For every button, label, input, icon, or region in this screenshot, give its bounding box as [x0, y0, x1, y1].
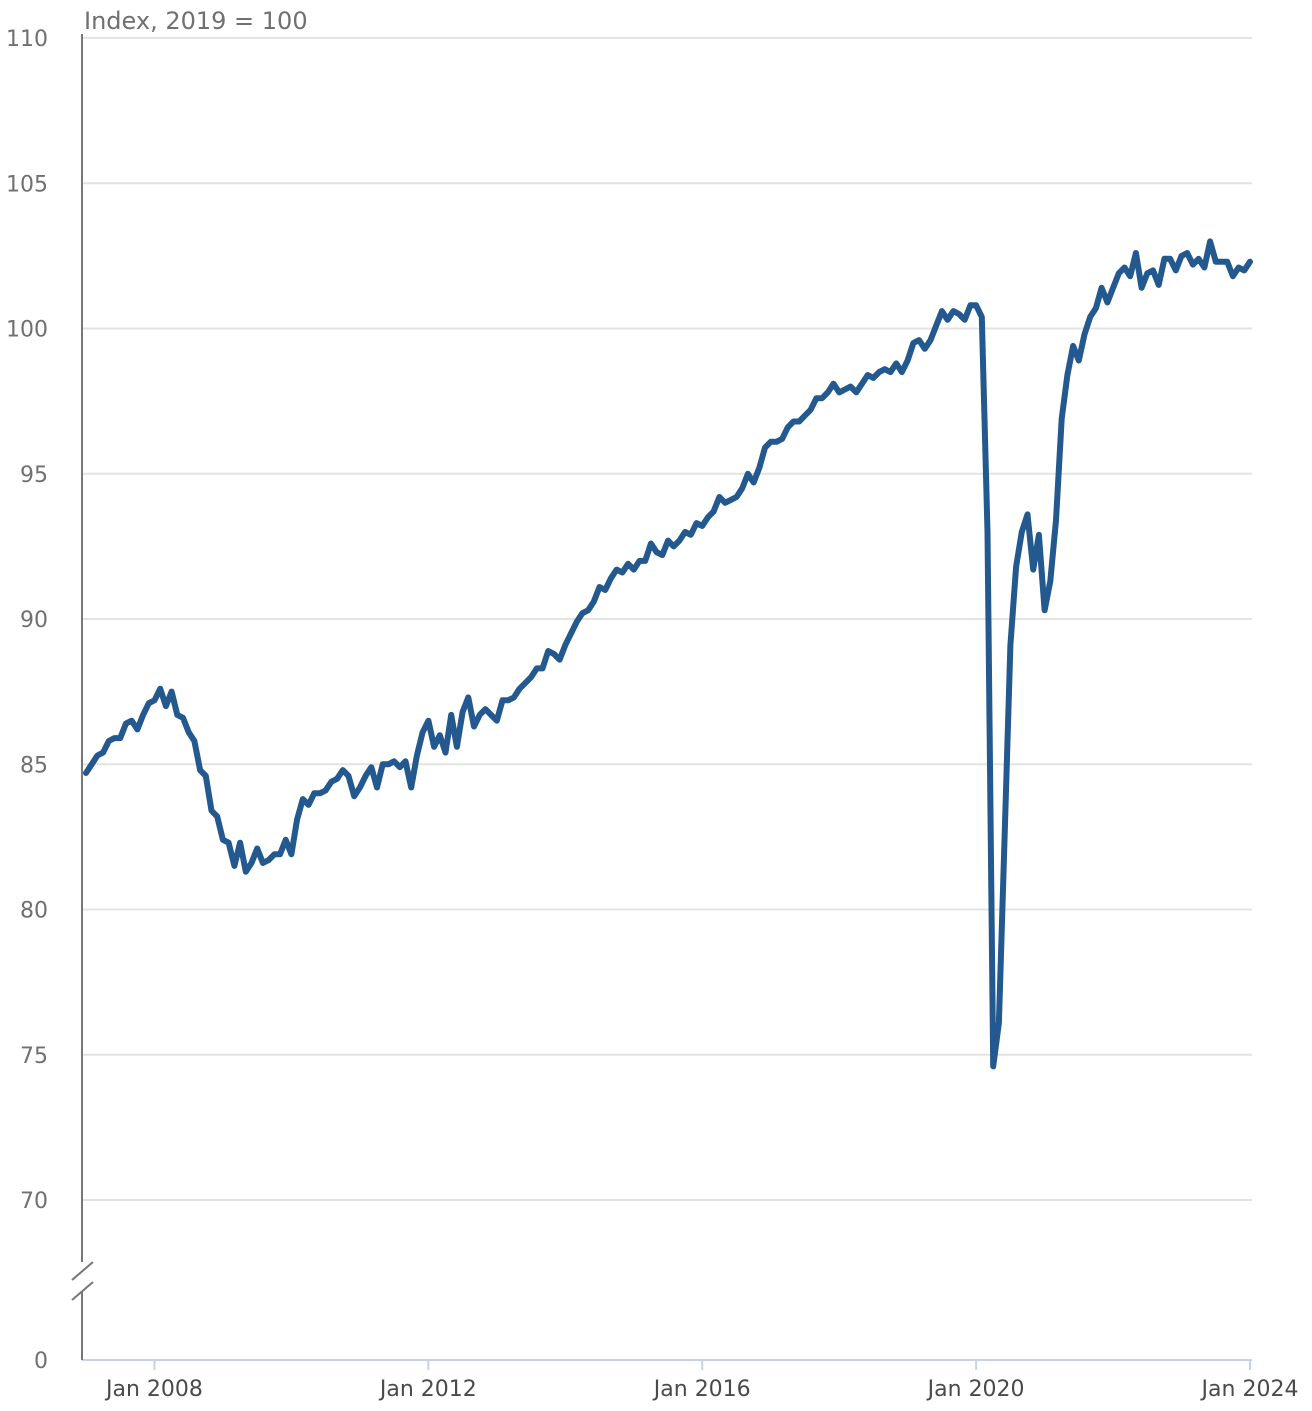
x-tick-label: Jan 2012 — [378, 1377, 477, 1402]
y-tick-label: 75 — [20, 1044, 48, 1069]
y-tick-label: 90 — [20, 608, 48, 633]
x-tick-label: Jan 2020 — [926, 1377, 1025, 1402]
x-axis: Jan 2008 Jan 2012 Jan 2016 Jan 2020 Jan 2024 — [82, 1359, 1299, 1402]
axis-break-mark — [71, 1261, 94, 1281]
x-tick-label: Jan 2016 — [652, 1377, 751, 1402]
series-line — [83, 238, 1253, 1070]
series-group — [83, 238, 1253, 1070]
y-tick-label-zero: 0 — [34, 1349, 48, 1374]
y-tick-label: 70 — [20, 1189, 48, 1214]
y-tick-label: 85 — [20, 753, 48, 778]
gridlines — [82, 37, 1252, 1201]
y-axis-tick-labels: 110 105 100 95 90 85 80 75 70 0 — [6, 27, 48, 1374]
axis-break-mark — [71, 1281, 94, 1301]
y-tick-label: 100 — [6, 318, 48, 343]
y-tick-label: 105 — [6, 172, 48, 197]
y-tick-label: 110 — [6, 27, 48, 52]
y-tick-label: 80 — [20, 899, 48, 924]
y-tick-label: 95 — [20, 463, 48, 488]
y-axis — [71, 34, 94, 1360]
x-tick-label: Jan 2024 — [1200, 1377, 1299, 1402]
x-tick-label: Jan 2008 — [104, 1377, 203, 1402]
unit-label: Index, 2019 = 100 — [84, 7, 308, 35]
